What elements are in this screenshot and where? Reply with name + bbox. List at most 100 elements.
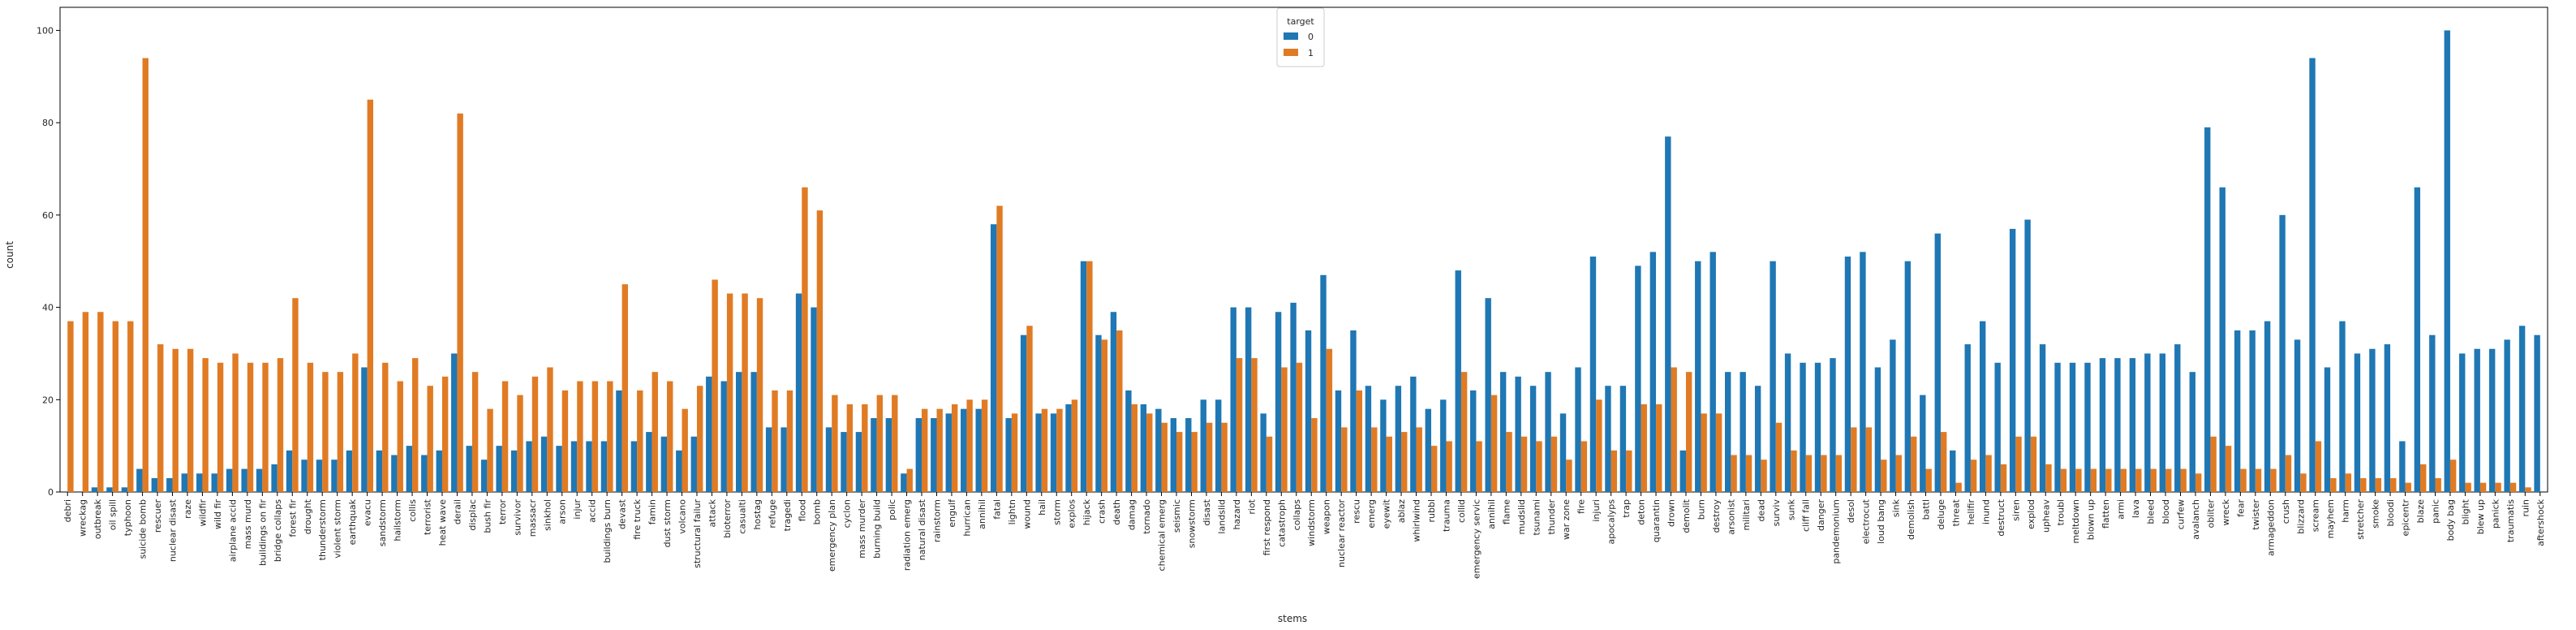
bar-series-1 [1041, 408, 1048, 492]
x-tick-label: chemical emerg [1157, 499, 1168, 571]
bar-series-0 [690, 436, 697, 492]
x-tick-label: tsunami [1531, 499, 1542, 536]
x-tick-label: survivor [512, 499, 523, 536]
bar-series-0 [1665, 136, 1671, 492]
bar-series-1 [1326, 348, 1333, 492]
bar-series-0 [1215, 399, 1222, 492]
x-tick-label: injuri [1591, 499, 1602, 522]
x-tick-label: sink [1891, 498, 1902, 517]
bar-series-1 [2405, 482, 2411, 492]
bar-series-1 [2479, 482, 2487, 492]
bar-series-0 [811, 307, 817, 492]
bar-series-1 [1430, 446, 1438, 492]
bar-series-1 [67, 321, 74, 492]
bar-series-1 [1550, 436, 1558, 492]
bar-series-1 [2210, 436, 2217, 492]
x-tick-label: sandstorm [377, 499, 388, 546]
legend-label-1: 1 [1308, 48, 1314, 58]
bar-series-1 [1685, 372, 1692, 492]
bar-series-0 [1035, 413, 1042, 492]
bar-series-1 [471, 372, 479, 492]
bar-series-0 [2189, 372, 2195, 492]
x-tick-label: blight [2460, 498, 2471, 524]
bar-series-1 [1911, 436, 1917, 492]
x-tick-label: buildings on fir [257, 499, 268, 566]
bar-series-1 [966, 399, 973, 492]
legend: target 0 1 [1276, 7, 1325, 67]
bar-series-1 [2030, 436, 2037, 492]
bar-series-0 [1545, 372, 1551, 492]
x-tick-label: debri [62, 499, 73, 522]
x-tick-label: death [1112, 499, 1122, 525]
y-axis-title: count [4, 241, 15, 269]
bar-series-0 [1679, 450, 1686, 492]
x-tick-label: sinkhol [542, 499, 553, 531]
x-tick-label: arson [557, 499, 568, 524]
bar-series-1 [277, 358, 284, 492]
bar-series-1 [1895, 455, 1902, 492]
x-tick-label: ruin [2520, 499, 2531, 517]
x-tick-label: wound [1021, 499, 1032, 529]
bar-series-1 [97, 312, 104, 492]
x-tick-label: eyewit [1382, 498, 1392, 529]
x-tick-label: first respond [1262, 499, 1272, 555]
bar-series-0 [406, 446, 413, 492]
x-tick-label: stretcher [2355, 499, 2366, 540]
x-tick-label: thunder [1546, 499, 1557, 535]
x-tick-label: quarantin [1651, 499, 1662, 542]
bar-series-0 [1050, 413, 1057, 492]
x-axis: debri wreckag outbreak oil spill typhoon suic… [62, 492, 2546, 579]
bar-series-0 [1830, 358, 1836, 492]
bar-series-1 [1056, 408, 1063, 492]
bar-series-0 [825, 427, 832, 492]
bar-series-0 [2488, 348, 2496, 492]
legend-label-0: 0 [1308, 32, 1314, 42]
bar-series-1 [981, 399, 988, 492]
bar-series-0 [361, 367, 368, 492]
y-tick-label: 20 [42, 395, 54, 405]
bar-series-0 [1874, 367, 1881, 492]
x-tick-label: annihil [977, 499, 987, 529]
bar-series-1 [2075, 468, 2082, 492]
x-tick-label: war zone [1561, 499, 1572, 540]
bar-series-0 [2129, 358, 2136, 492]
bar-series-1 [1761, 460, 1767, 492]
x-tick-label: traumatis [2505, 499, 2516, 542]
bar-series-0 [2324, 367, 2331, 492]
bar-series-1 [1490, 395, 1498, 492]
bar-series-0 [166, 477, 173, 492]
bar-series-1 [876, 395, 883, 492]
bar-series-1 [397, 381, 403, 492]
bar-series-1 [1985, 455, 1992, 492]
x-tick-label: suicide bomb [138, 499, 148, 559]
bar-series-0 [2084, 362, 2091, 492]
x-tick-label: wreck [2221, 498, 2231, 525]
bar-series-0 [421, 455, 428, 492]
bar-series-1 [127, 321, 134, 492]
bar-series-0 [2264, 321, 2271, 492]
bar-series-1 [2270, 468, 2277, 492]
bar-series-1 [922, 408, 928, 492]
bar-series-1 [1191, 432, 1198, 492]
x-tick-label: burn [1696, 499, 1706, 520]
x-tick-label: upheav [2041, 499, 2051, 533]
bar-series-0 [750, 372, 757, 492]
bar-series-0 [1020, 334, 1027, 492]
bar-series-1 [157, 344, 164, 492]
bar-series-0 [1605, 386, 1611, 492]
x-tick-label: emergency plan [827, 499, 837, 572]
bar-series-1 [1851, 427, 1857, 492]
bar-series-0 [1350, 330, 1357, 492]
x-tick-label: danger [1816, 499, 1826, 531]
x-tick-label: avalanch [2191, 499, 2201, 540]
bar-series-0 [1185, 418, 1192, 492]
bar-series-0 [2354, 353, 2361, 492]
bar-series-0 [1589, 257, 1597, 492]
bar-series-0 [885, 418, 892, 492]
bar-series-0 [2504, 339, 2510, 492]
bar-series-0 [1515, 376, 1521, 492]
bar-series-1 [1266, 436, 1273, 492]
bar-series-0 [2009, 228, 2016, 492]
x-tick-label: airplane accid [227, 499, 238, 562]
x-tick-label: hazard [1232, 499, 1242, 530]
